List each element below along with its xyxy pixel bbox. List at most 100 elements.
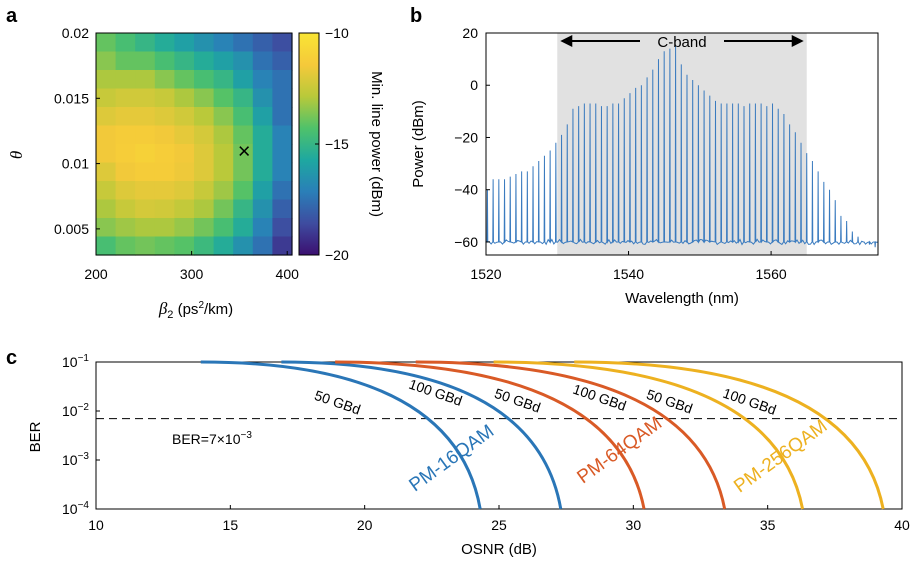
heatmap-cell — [115, 33, 136, 53]
heatmap-x-tick-label: 300 — [180, 266, 204, 282]
heatmap-x-label: β2 (ps2/km) — [158, 299, 233, 321]
heatmap-cell — [174, 107, 195, 127]
heatmap-cell — [213, 162, 234, 182]
heatmap-cell — [115, 162, 136, 182]
heatmap-cell — [194, 199, 215, 219]
heatmap-cell — [252, 162, 273, 182]
heatmap-frame — [95, 32, 293, 256]
heatmap-cell — [252, 51, 273, 71]
heatmap-cell — [252, 181, 273, 201]
heatmap-cell — [135, 125, 156, 145]
heatmap-cell — [272, 144, 293, 164]
heatmap-x-label-unit-sup: 2 — [198, 300, 204, 311]
ber-threshold-label-exp: −3 — [241, 430, 253, 441]
spectrum-y-tick-label: −20 — [454, 129, 478, 145]
heatmap-y-label: θ — [7, 151, 26, 159]
heatmap-cell — [252, 88, 273, 108]
heatmap-cell — [154, 144, 175, 164]
heatmap-x-ticks: 200 300 400 — [84, 251, 299, 282]
heatmap-cell — [233, 236, 254, 256]
ber-threshold-label-text: BER=7×10 — [172, 431, 241, 447]
heatmap-cell — [272, 107, 293, 127]
heatmap-cell — [96, 181, 117, 201]
heatmap-cell — [96, 162, 117, 182]
heatmap-cell — [252, 125, 273, 145]
heatmap-cell — [154, 162, 175, 182]
ber-x-tick-label: 20 — [357, 517, 373, 533]
heatmap-cell — [174, 33, 195, 53]
c-band-arrowhead-left — [560, 35, 573, 47]
spectrum-y-ticks: 20 0 −20 −40 −60 — [454, 25, 490, 250]
heatmap-cell — [135, 144, 156, 164]
heatmap-cell — [213, 70, 234, 90]
heatmap-x-label-subscript: 2 — [167, 309, 173, 321]
heatmap-cell — [252, 236, 273, 256]
heatmap-cell — [194, 181, 215, 201]
heatmap-cell — [252, 33, 273, 53]
heatmap-x-label-unit-b: /km) — [204, 301, 233, 318]
ber-x-tick-label: 10 — [88, 517, 104, 533]
ber-x-ticks: 10 15 20 25 30 35 40 — [88, 505, 910, 533]
ber-curve — [200, 360, 482, 510]
heatmap-cell — [96, 107, 117, 127]
heatmap-cell — [272, 51, 293, 71]
heatmap-cell — [194, 33, 215, 53]
panel-b: C-band 1520 1540 1560 20 0 −20 −40 −60 Wavelen… — [410, 25, 879, 307]
c-band-arrow: C-band — [560, 34, 804, 51]
heatmap-cell — [96, 70, 117, 90]
heatmap-cell — [233, 181, 254, 201]
heatmap-cell — [115, 107, 136, 127]
heatmap-cell — [174, 125, 195, 145]
heatmap-cell — [233, 70, 254, 90]
heatmap-cell — [96, 236, 117, 256]
panel-c: BER=7×10−3 50 GBd 100 GBd 50 GBd 100 GBd… — [27, 353, 910, 558]
heatmap-cell — [233, 51, 254, 71]
panel-c-letter: c — [6, 347, 17, 369]
heatmap-cell — [194, 218, 215, 238]
heatmap-cell — [135, 218, 156, 238]
heatmap-cell — [272, 162, 293, 182]
heatmap-cell — [194, 144, 215, 164]
heatmap-cell — [154, 88, 175, 108]
heatmap-cell — [154, 107, 175, 127]
colorbar-label: Min. line power (dBm) — [368, 71, 385, 217]
heatmap-cell — [194, 236, 215, 256]
heatmap-cell — [174, 51, 195, 71]
heatmap-cell — [233, 144, 254, 164]
spectrum-x-tick-label: 1560 — [756, 266, 787, 282]
heatmap-cell — [96, 218, 117, 238]
ber-y-ticks: 10−110−210−310−4 — [62, 353, 100, 517]
heatmap-cell — [233, 33, 254, 53]
heatmap-x-label-unit-a: (ps — [173, 301, 198, 318]
ber-x-tick-label: 30 — [626, 517, 642, 533]
heatmap-cell — [174, 181, 195, 201]
heatmap-cell — [252, 144, 273, 164]
heatmap-y-tick-label: 0.015 — [54, 90, 89, 106]
heatmap-cell — [272, 88, 293, 108]
heatmap-cell — [194, 162, 215, 182]
heatmap-cell — [96, 125, 117, 145]
ber-x-tick-label: 40 — [894, 517, 910, 533]
ber-curve — [574, 360, 885, 510]
spectrum-x-label: Wavelength (nm) — [625, 290, 739, 307]
ber-y-tick-base: 10 — [62, 452, 78, 468]
heatmap-cell — [135, 236, 156, 256]
ber-curve — [281, 360, 563, 510]
heatmap-cell — [135, 181, 156, 201]
ber-y-tick-base: 10 — [62, 354, 78, 370]
heatmap-cell — [154, 218, 175, 238]
heatmap-cell — [115, 88, 136, 108]
colorbar-tick-label: −20 — [325, 247, 349, 263]
ber-y-tick-exp: −2 — [78, 402, 90, 413]
spectrum-y-tick-label: 0 — [470, 77, 478, 93]
heatmap-cell — [233, 218, 254, 238]
heatmap-cell — [252, 107, 273, 127]
heatmap-x-label-symbol: β — [158, 299, 168, 318]
spectrum-y-tick-label: −40 — [454, 182, 478, 198]
heatmap-cell — [213, 181, 234, 201]
heatmap-cell — [194, 125, 215, 145]
heatmap-x-tick-label: 200 — [84, 266, 108, 282]
heatmap-cell — [115, 144, 136, 164]
